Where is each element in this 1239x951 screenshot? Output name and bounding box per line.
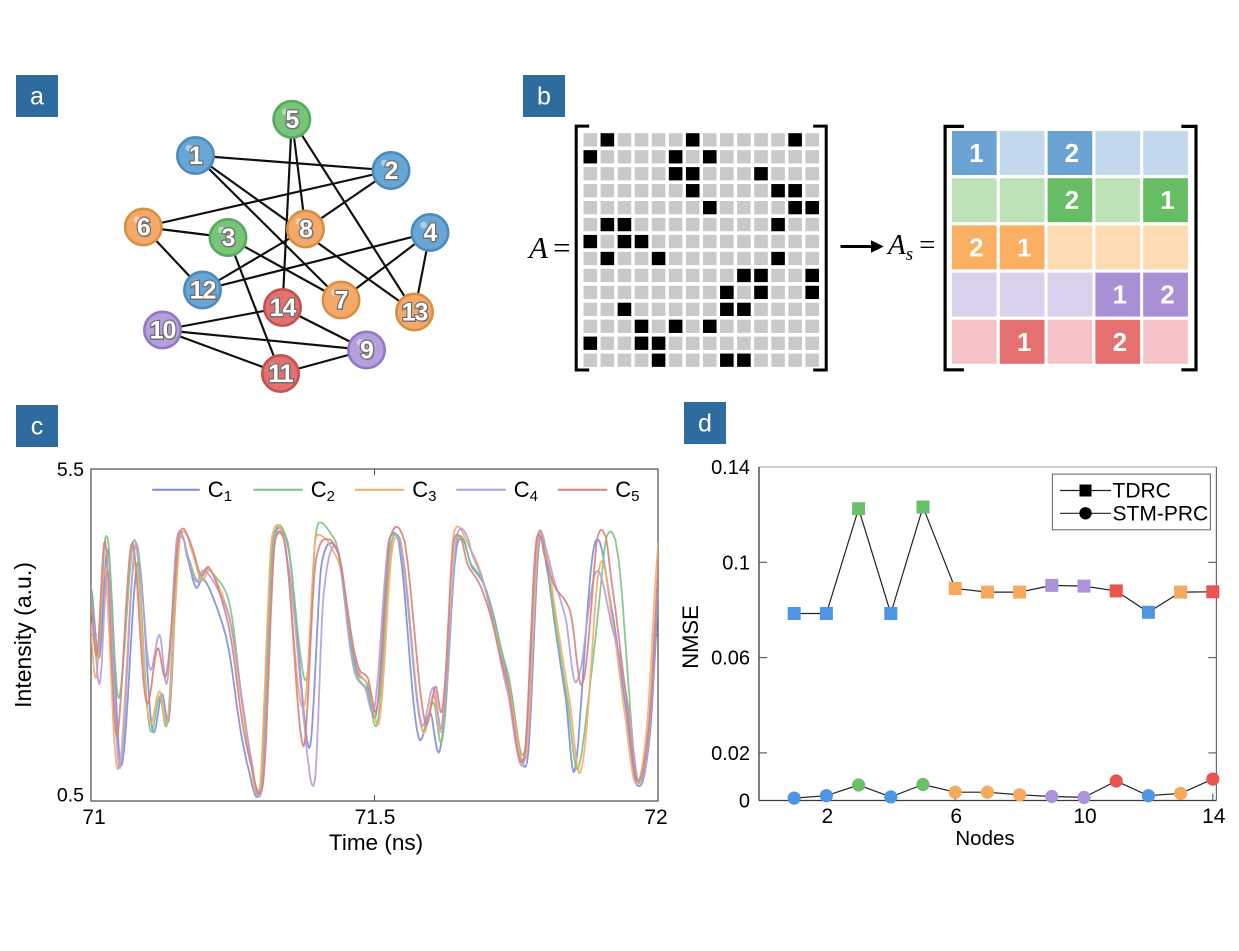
svg-text:12: 12 bbox=[191, 278, 217, 306]
svg-text:1: 1 bbox=[189, 142, 203, 170]
svg-text:1: 1 bbox=[1113, 280, 1127, 310]
svg-text:C5: C5 bbox=[615, 477, 639, 505]
svg-text:c: c bbox=[31, 413, 44, 441]
svg-text:71: 71 bbox=[82, 806, 105, 829]
svg-text:14: 14 bbox=[1202, 805, 1226, 828]
svg-text:2: 2 bbox=[1065, 185, 1079, 215]
svg-text:2: 2 bbox=[822, 805, 834, 828]
svg-text:2: 2 bbox=[1160, 280, 1174, 310]
svg-text:Time (ns): Time (ns) bbox=[329, 830, 423, 855]
svg-text:TDRC: TDRC bbox=[1113, 480, 1171, 503]
svg-text:2: 2 bbox=[1065, 138, 1079, 168]
svg-text:8: 8 bbox=[300, 217, 314, 245]
svg-text:0.1: 0.1 bbox=[722, 552, 750, 574]
svg-text:2: 2 bbox=[969, 232, 983, 262]
svg-text:STM-PRC: STM-PRC bbox=[1113, 502, 1209, 525]
svg-text:12: 12 bbox=[190, 277, 216, 305]
svg-text:8: 8 bbox=[299, 216, 313, 244]
svg-text:1: 1 bbox=[969, 138, 983, 168]
svg-text:1: 1 bbox=[1017, 232, 1031, 262]
svg-text:0.14: 0.14 bbox=[711, 457, 750, 479]
svg-text:4: 4 bbox=[425, 221, 439, 249]
svg-text:A=: A = bbox=[527, 230, 570, 265]
svg-text:3: 3 bbox=[223, 226, 236, 254]
svg-text:3: 3 bbox=[222, 224, 235, 252]
svg-text:1: 1 bbox=[1017, 327, 1031, 357]
svg-text:1: 1 bbox=[190, 144, 204, 172]
svg-text:0.5: 0.5 bbox=[57, 785, 84, 807]
svg-text:10: 10 bbox=[1073, 805, 1096, 828]
svg-text:7: 7 bbox=[336, 288, 349, 316]
svg-text:d: d bbox=[698, 410, 712, 438]
svg-text:0.02: 0.02 bbox=[711, 743, 750, 765]
svg-text:11: 11 bbox=[269, 362, 295, 390]
svg-text:14: 14 bbox=[270, 294, 297, 322]
svg-text:2: 2 bbox=[1113, 327, 1127, 357]
svg-text:NMSE: NMSE bbox=[678, 605, 703, 669]
svg-text:1: 1 bbox=[1160, 185, 1174, 215]
svg-text:Nodes: Nodes bbox=[955, 827, 1014, 850]
svg-text:72: 72 bbox=[644, 806, 667, 829]
svg-text:7: 7 bbox=[335, 287, 348, 315]
svg-text:a: a bbox=[30, 83, 44, 111]
svg-text:6: 6 bbox=[950, 805, 962, 828]
svg-text:5: 5 bbox=[287, 107, 301, 135]
svg-text:6: 6 bbox=[138, 215, 151, 243]
svg-text:5.5: 5.5 bbox=[57, 459, 84, 481]
svg-text:b: b bbox=[537, 83, 551, 111]
svg-text:As=: As = bbox=[886, 229, 935, 265]
svg-text:11: 11 bbox=[268, 360, 294, 388]
svg-text:9: 9 bbox=[361, 338, 374, 366]
svg-text:2: 2 bbox=[385, 157, 398, 185]
svg-text:5: 5 bbox=[285, 106, 299, 134]
svg-text:14: 14 bbox=[271, 296, 298, 324]
svg-text:0: 0 bbox=[739, 791, 750, 813]
svg-text:10: 10 bbox=[151, 318, 177, 346]
svg-text:10: 10 bbox=[150, 317, 176, 345]
svg-text:9: 9 bbox=[360, 337, 373, 365]
svg-text:71.5: 71.5 bbox=[355, 806, 396, 829]
svg-text:Intensity (a.u.): Intensity (a.u.) bbox=[10, 562, 36, 708]
svg-text:13: 13 bbox=[402, 299, 428, 327]
svg-text:C2: C2 bbox=[311, 477, 335, 505]
svg-text:4: 4 bbox=[424, 219, 438, 247]
svg-text:C1: C1 bbox=[208, 477, 232, 505]
svg-text:6: 6 bbox=[137, 214, 150, 242]
svg-text:2: 2 bbox=[386, 159, 399, 187]
svg-text:13: 13 bbox=[403, 300, 429, 328]
svg-text:0.06: 0.06 bbox=[711, 648, 750, 670]
